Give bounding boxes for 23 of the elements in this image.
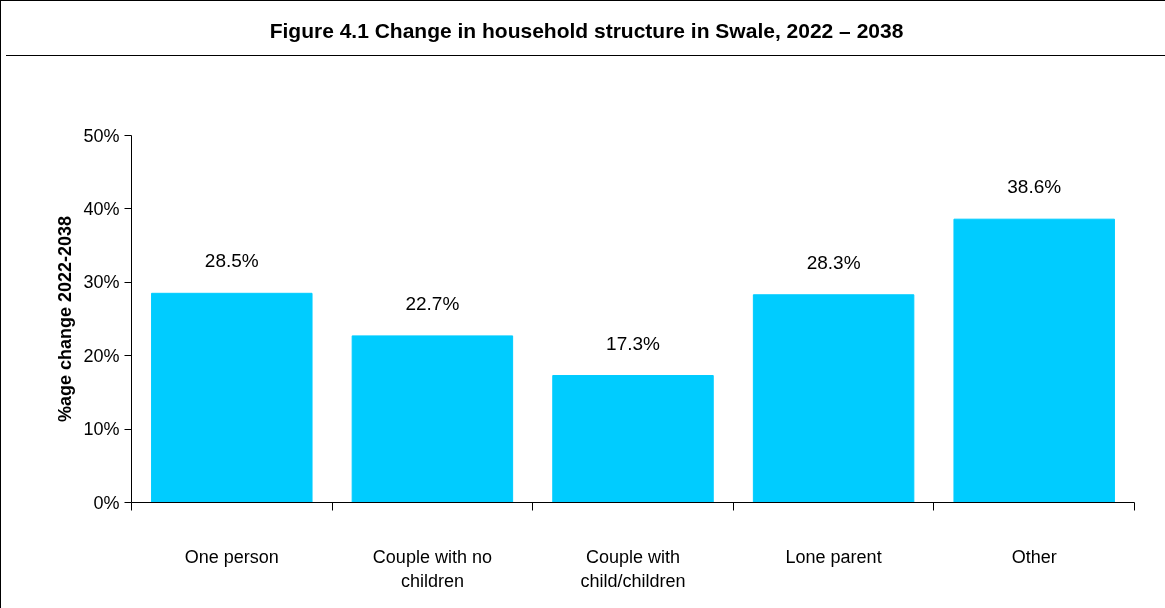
bar bbox=[953, 218, 1115, 503]
bar bbox=[752, 294, 915, 503]
chart-title: Figure 4.1 Change in household structure in Swale, 2022 – 2038 bbox=[269, 17, 904, 44]
x-tick-label: Other bbox=[1011, 546, 1057, 567]
data-label: 28.3% bbox=[806, 251, 861, 273]
y-tick-label: 50% bbox=[83, 125, 120, 146]
bar bbox=[351, 335, 514, 503]
data-label: 17.3% bbox=[606, 332, 661, 354]
y-tick-label: 20% bbox=[83, 345, 120, 366]
x-tick-label: Lone parent bbox=[785, 546, 882, 567]
data-label: 28.5% bbox=[204, 250, 259, 272]
bar bbox=[552, 375, 714, 503]
y-tick-label: 10% bbox=[83, 419, 120, 440]
x-tick-label: Couple with child/children bbox=[580, 546, 686, 591]
x-tick-label: One person bbox=[184, 546, 279, 567]
y-tick-label: 0% bbox=[93, 492, 120, 513]
y-tick-label: 40% bbox=[83, 198, 120, 219]
x-tick-label: Couple with no children bbox=[372, 546, 492, 591]
data-label: 38.6% bbox=[1007, 176, 1062, 198]
y-axis-title: %age change 2022-2038 bbox=[55, 215, 76, 423]
data-label: 22.7% bbox=[405, 292, 460, 314]
bar bbox=[151, 292, 313, 503]
y-tick-label: 30% bbox=[83, 272, 120, 293]
